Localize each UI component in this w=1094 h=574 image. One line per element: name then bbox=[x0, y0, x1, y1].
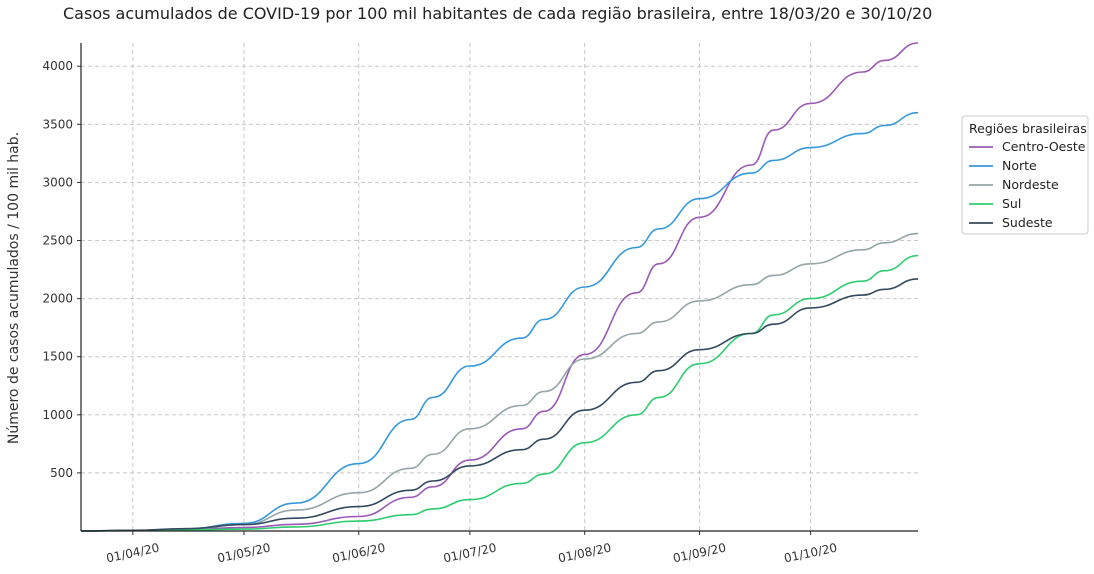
y-tick-label: 4000 bbox=[42, 59, 73, 73]
x-tick-label: 01/05/20 bbox=[216, 541, 272, 566]
y-tick-label: 3500 bbox=[42, 117, 73, 131]
y-tick-label: 2500 bbox=[42, 234, 73, 248]
legend-label-centro-oeste: Centro-Oeste bbox=[1002, 139, 1086, 154]
y-axis-label: Número de casos acumulados / 100 mil hab… bbox=[6, 132, 22, 444]
legend-label-norte: Norte bbox=[1002, 158, 1037, 173]
axes bbox=[80, 43, 918, 532]
series-line-sul bbox=[80, 254, 919, 532]
x-tick-label: 01/07/20 bbox=[442, 541, 498, 566]
series-lines bbox=[80, 42, 919, 532]
legend-box bbox=[961, 115, 1089, 235]
x-tick-label: 01/10/20 bbox=[783, 541, 839, 566]
x-tick-label: 01/08/20 bbox=[557, 541, 613, 566]
grid bbox=[81, 43, 918, 531]
legend-items: Centro-Oeste Norte Nordeste Sul Sudeste bbox=[969, 139, 1086, 230]
chart-title: Casos acumulados de COVID-19 por 100 mil… bbox=[63, 4, 932, 23]
y-tick-label: 1000 bbox=[42, 408, 73, 422]
legend: Regiões brasileiras Centro-Oeste Norte Nor… bbox=[961, 115, 1089, 235]
y-tick-label: 500 bbox=[50, 466, 73, 480]
series-line-centro-oeste bbox=[80, 42, 919, 532]
series-line-sudeste bbox=[80, 278, 919, 532]
x-tick-label: 01/06/20 bbox=[331, 541, 387, 566]
legend-label-sul: Sul bbox=[1002, 196, 1021, 211]
x-tick-label: 01/04/20 bbox=[105, 541, 161, 566]
y-axis-ticks: 500 1000 1500 2000 2500 3000 3500 4000 bbox=[42, 59, 81, 480]
y-tick-label: 3000 bbox=[42, 175, 73, 189]
x-tick-label: 01/09/20 bbox=[672, 541, 728, 566]
y-tick-label: 2000 bbox=[42, 292, 73, 306]
x-axis-ticks: 01/04/20 01/05/20 01/06/20 01/07/20 01/08/20… bbox=[105, 531, 838, 565]
legend-title: Regiões brasileiras bbox=[969, 121, 1087, 136]
y-tick-label: 1500 bbox=[42, 350, 73, 364]
legend-label-sudeste: Sudeste bbox=[1002, 215, 1053, 230]
series-line-norte bbox=[80, 111, 919, 532]
series-line-nordeste bbox=[80, 232, 919, 532]
legend-label-nordeste: Nordeste bbox=[1002, 177, 1059, 192]
